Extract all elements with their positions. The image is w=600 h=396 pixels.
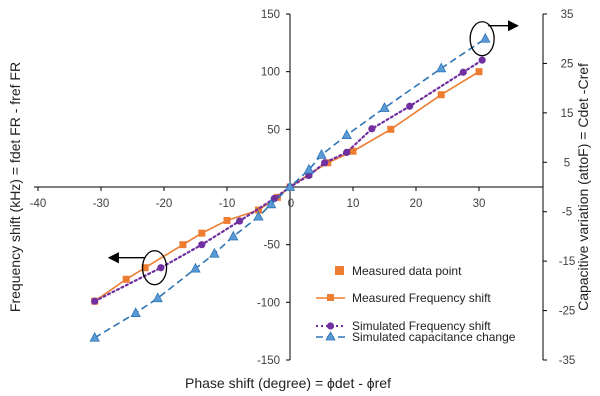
legend-marker-measured-frequency [327, 294, 334, 301]
x-tick-label: -20 [156, 198, 173, 210]
data-point [343, 148, 351, 156]
annotations [107, 20, 519, 286]
x-tick-label: -40 [30, 198, 47, 210]
x-tick-label: -10 [219, 198, 236, 210]
data-point [122, 275, 130, 283]
x-axis-title: Phase shift (degree) = ϕdet - ϕref [185, 375, 391, 391]
data-point [341, 129, 352, 140]
data-point [480, 32, 491, 43]
data-point [303, 163, 315, 174]
data-point [236, 217, 244, 225]
data-point [190, 262, 201, 273]
data-point [475, 68, 483, 76]
y-tick-label: 50 [267, 124, 280, 136]
data-point [459, 68, 467, 76]
x-tick-label: 30 [473, 198, 486, 210]
y2-tick-label: 35 [561, 9, 574, 21]
data-point [436, 62, 447, 73]
legend-label-measured-frequency: Measured Frequency shift [352, 291, 491, 305]
data-point [91, 297, 99, 305]
y2-tick-label: 15 [561, 108, 574, 120]
data-point [265, 198, 277, 209]
legend-marker-measured-point [335, 266, 344, 275]
data-point [316, 149, 327, 159]
y2-tick-label: -15 [559, 256, 576, 268]
legend-label-simulated-capacitance: Simulated capacitance change [352, 330, 516, 344]
y-tick-label: 150 [261, 9, 280, 21]
data-point [209, 247, 220, 258]
legend-label-measured-point: Measured data point [352, 264, 462, 278]
data-point [270, 194, 278, 203]
x-tick-label: 0 [288, 198, 294, 210]
y2-tick-label: 25 [561, 58, 574, 70]
y-tick-label: 100 [261, 67, 280, 79]
data-point [198, 241, 206, 249]
y2-axis-title: Capacitive variation (attoF) = Cdet -Cre… [575, 63, 591, 311]
data-point [157, 264, 165, 272]
data-point [406, 102, 414, 110]
data-point [437, 91, 445, 99]
data-point [379, 102, 390, 112]
data-point [198, 229, 206, 237]
data-point [387, 125, 395, 133]
data-point [321, 159, 329, 167]
data-point [130, 307, 141, 317]
annotation-ellipse [141, 250, 168, 286]
data-point [305, 171, 313, 180]
data-point [368, 125, 376, 133]
data-point [349, 147, 357, 155]
data-point [284, 181, 296, 191]
legend-marker-simulated-frequency [326, 322, 335, 330]
y2-tick-label: -5 [562, 207, 572, 219]
data-point [253, 210, 264, 221]
tick-labels: -40 -30 -20 -10 0 10 20 30-150-100-5050100150-3… [30, 9, 576, 367]
data-point [223, 216, 231, 224]
data-point [255, 206, 262, 214]
legend-label-simulated-frequency: Simulated Frequency shift [352, 319, 491, 333]
x-tick-label: 20 [410, 198, 423, 210]
data-point [89, 331, 100, 342]
data-point [179, 241, 187, 249]
y-tick-label: -150 [257, 355, 280, 367]
y-tick-label: -50 [263, 240, 280, 252]
data-point [478, 56, 486, 64]
legend-marker-simulated-capacitance [325, 331, 336, 341]
y-tick-label: -100 [257, 297, 280, 309]
y-axis-title: Frequency shift (kHz) = fdet FR - fref F… [7, 62, 23, 312]
x-tick-label: 10 [347, 198, 360, 210]
y2-tick-label: -35 [559, 355, 576, 367]
y2-tick-label: 5 [564, 157, 570, 169]
annotation-ellipse [469, 21, 495, 57]
plot-area [89, 32, 491, 342]
x-tick-label: -30 [93, 198, 110, 210]
legend: Measured data point Measured Frequency s… [316, 264, 516, 344]
data-point [141, 264, 149, 272]
data-point [152, 292, 163, 303]
y2-tick-label: -25 [559, 306, 576, 318]
data-point [228, 230, 239, 241]
